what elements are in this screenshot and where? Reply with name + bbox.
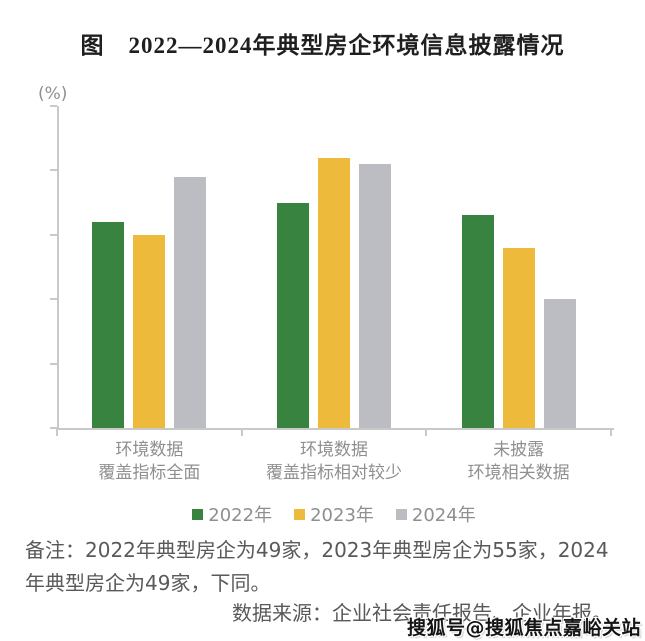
x-tick-mark [425,428,428,436]
bar-2024年-group3 [543,299,576,428]
chart-legend: 2022年 2023年 2024年 [57,501,611,527]
legend-label: 2024年 [411,505,476,526]
category-label-line: 环境数据 [115,440,184,460]
x-tick-mark [56,428,58,436]
watermark: 搜狐号@搜狐焦点嘉峪关站 [406,617,641,639]
source-text: 数据来源：企业社会责任报告、企业年报。 [232,601,612,625]
bar-2022年-group2 [277,202,309,428]
y-axis-line [57,106,59,428]
bar-2022年-group3 [461,215,494,428]
bar-2023年-group1 [133,234,166,428]
category-label-line: 覆盖指标相对较少 [266,463,402,483]
legend-label: 2022年 [208,505,273,526]
bar-2023年-group2 [318,157,350,428]
category-label: 未披露 环境相关数据 [409,439,629,485]
category-label-line: 未披露 [493,440,545,460]
x-tick-mark [240,428,243,436]
note-text: 备注：2022年典型房企为49家，2023年典型房企为55家，2024年典型房企… [25,538,609,595]
category-label-line: 环境数据 [300,440,368,460]
bar-2023年-group3 [502,247,535,428]
category-label-line: 环境相关数据 [467,463,570,483]
y-tick-mark [50,298,57,301]
y-tick-mark [50,233,57,236]
legend-item: 2023年 [294,501,374,527]
legend-item: 2022年 [192,501,272,527]
y-tick-mark [50,105,57,107]
legend-swatch-icon [395,508,407,520]
chart-title: 图 2022—2024年典型房企环境信息披露情况 [80,33,565,58]
y-tick-mark [50,362,57,365]
legend-swatch-icon [294,508,306,520]
y-tick-mark [50,427,57,429]
x-tick-mark [610,428,612,436]
category-label: 环境数据覆盖指标全面 [39,439,259,485]
legend-label: 2023年 [310,505,374,526]
y-axis-unit-label: (%) [38,84,68,104]
legend-item: 2024年 [395,501,476,527]
bar-2022年-group1 [92,221,125,428]
category-label: 环境数据覆盖指标相对较少 [224,439,444,485]
bar-2024年-group1 [174,176,207,428]
category-label-line: 覆盖指标全面 [98,463,201,483]
y-tick-mark [50,169,57,172]
x-axis-line [56,428,614,430]
legend-swatch-icon [192,508,204,520]
bar-2024年-group2 [359,163,391,428]
